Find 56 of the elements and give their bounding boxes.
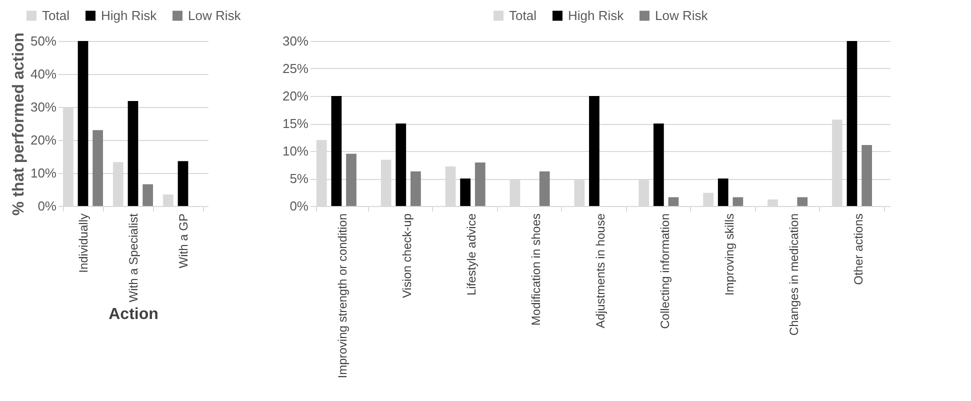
y-tick-label: 30% — [282, 34, 309, 48]
bar — [460, 178, 471, 206]
bar — [589, 96, 600, 206]
legend-label: Low Risk — [188, 8, 242, 23]
bar — [142, 184, 153, 206]
bar — [346, 154, 356, 206]
x-tick-label: Adjustments in house — [594, 213, 608, 328]
x-tick-label: Modification in shoes — [529, 214, 544, 326]
y-tick-label: 10% — [30, 166, 57, 180]
bar — [331, 96, 342, 206]
bar — [474, 162, 486, 206]
legend-label: High Risk — [101, 8, 158, 23]
y-tick-label: 5% — [290, 171, 309, 186]
bar — [539, 171, 550, 206]
x-tick-label: Collecting information — [658, 214, 672, 329]
bar — [862, 144, 872, 206]
y-axis-title: % that performed action — [10, 32, 28, 216]
x-tick-label: Other actions — [851, 214, 866, 285]
x-tick-label: With a Specialist — [126, 212, 140, 302]
bar — [178, 161, 188, 206]
y-tick-label: 25% — [282, 61, 309, 76]
y-tick-label: 20% — [30, 132, 57, 148]
y-tick-label: 0% — [290, 198, 309, 214]
bar — [718, 178, 728, 206]
x-tick-label: With a GP — [176, 214, 190, 268]
legend-label: High Risk — [568, 8, 624, 23]
x-tick-label: Vision check-up — [400, 213, 414, 298]
bar — [703, 192, 714, 206]
x-tick-label: Improving strength or condition — [336, 214, 350, 378]
bar — [732, 197, 744, 206]
bar — [410, 171, 421, 206]
bar — [92, 130, 103, 206]
bar — [797, 197, 808, 206]
x-tick-label: Changes in medication — [786, 214, 801, 336]
bar — [846, 41, 858, 206]
x-axis-title: Action — [108, 306, 158, 324]
y-tick-label: 15% — [282, 116, 309, 131]
y-tick-label: 0% — [38, 198, 57, 214]
y-tick-label: 30% — [30, 100, 57, 114]
bar — [653, 124, 664, 206]
bar — [78, 41, 88, 206]
x-tick-label: Individually — [76, 214, 90, 273]
y-tick-label: 40% — [30, 66, 57, 82]
bar — [396, 124, 406, 206]
x-tick-label: Improving skills — [722, 214, 736, 296]
bar — [128, 101, 138, 206]
y-tick-label: 50% — [30, 34, 57, 48]
legend-label: Low Risk — [655, 8, 708, 23]
y-tick-label: 20% — [282, 88, 309, 104]
bar — [668, 197, 679, 206]
legend-label: Total — [509, 8, 537, 23]
legend-label: Total — [42, 8, 70, 23]
bar — [163, 194, 174, 206]
x-tick-label: Lifestyle advice — [464, 213, 479, 296]
bar — [768, 199, 778, 206]
y-tick-label: 10% — [282, 144, 309, 158]
